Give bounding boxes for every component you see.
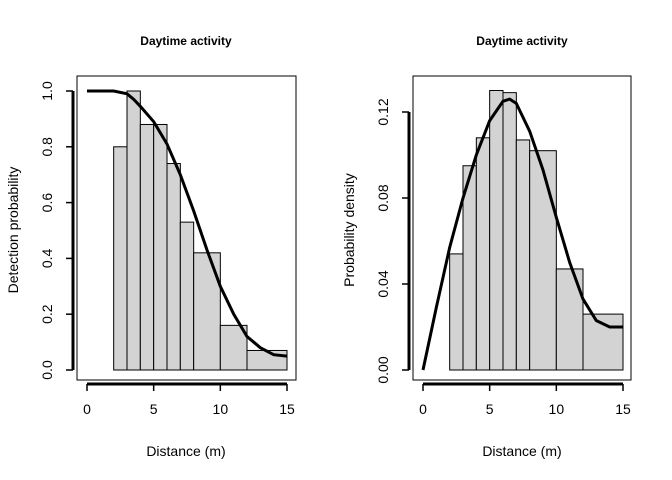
y-tick-label: 0.12 — [375, 98, 391, 125]
histogram-bar — [126, 90, 141, 371]
histogram-bar — [489, 90, 504, 371]
plot-frame — [76, 75, 297, 381]
x-axis-label: Distance (m) — [482, 443, 561, 459]
y-tick-label: 0.8 — [39, 137, 55, 157]
histogram-bar — [219, 324, 248, 371]
x-tick-label: 5 — [150, 401, 158, 417]
fitted-curve — [421, 97, 623, 371]
y-tick-label: 0.0 — [39, 360, 55, 380]
chart-title: Daytime activity — [476, 34, 568, 48]
y-tick-label: 0.04 — [375, 270, 391, 297]
histogram-bar — [502, 92, 517, 371]
histogram-bar — [113, 146, 128, 371]
histogram-bar — [193, 252, 221, 371]
histogram-bar — [166, 163, 181, 371]
histogram-bar — [153, 123, 168, 371]
fitted-curve — [87, 89, 288, 358]
y-tick-label: 0.6 — [39, 193, 55, 213]
histogram-bar — [139, 123, 155, 371]
histogram-bar — [449, 253, 464, 371]
histogram-bar — [529, 150, 557, 371]
y-axis-label: Probability density — [341, 173, 357, 287]
x-tick-label: 0 — [419, 401, 427, 417]
x-tick-label: 0 — [83, 401, 91, 417]
y-tick-label: 0.4 — [39, 248, 55, 268]
histogram-bar — [246, 349, 288, 371]
histogram-bar — [475, 137, 491, 371]
x-tick-label: 10 — [549, 401, 565, 417]
x-tick-label: 15 — [615, 401, 631, 417]
histogram-bar — [515, 139, 531, 371]
panel-probability-density: 0 5 10 15 0.00 0.04 0.08 0.12 Daytime activity Di… — [341, 34, 632, 459]
y-tick-label: 0.2 — [39, 304, 55, 324]
x-axis-label: Distance (m) — [146, 443, 225, 459]
panel-detection-probability: 0 5 10 15 0.0 0.2 0.4 0.6 0.8 1.0 Daytime activity… — [5, 34, 297, 459]
x-tick-label: 5 — [486, 401, 494, 417]
x-tick-label: 15 — [279, 401, 295, 417]
x-tick-label: 10 — [213, 401, 229, 417]
y-axis-label: Detection probability — [5, 167, 21, 294]
y-tick-label: 0.08 — [375, 184, 391, 211]
histogram-bar — [179, 221, 195, 371]
plot-frame — [412, 75, 632, 381]
chart-title: Daytime activity — [140, 34, 232, 48]
y-tick-label: 0.00 — [375, 356, 391, 383]
y-tick-label: 1.0 — [39, 81, 55, 101]
